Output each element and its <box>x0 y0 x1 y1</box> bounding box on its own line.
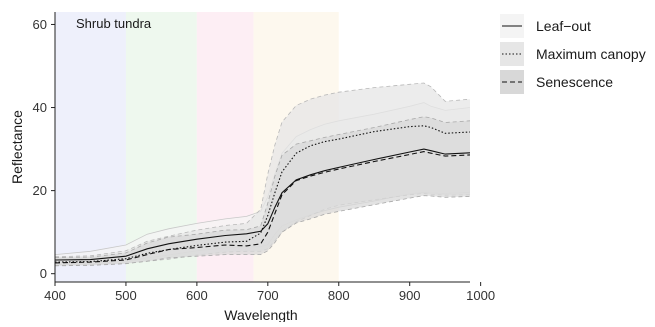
legend-label-1: Maximum canopy <box>536 46 646 62</box>
x-tick-label-1000: 1000 <box>466 288 495 303</box>
x-tick-label-800: 800 <box>328 288 350 303</box>
legend-label-0: Leaf−out <box>536 18 591 34</box>
y-tick-label-0: 0 <box>40 266 47 281</box>
series-line-0 <box>54 148 471 261</box>
x-tick-label-500: 500 <box>115 288 137 303</box>
ribbon-upper-edge-1 <box>54 82 471 258</box>
x-tick-label-600: 600 <box>186 288 208 303</box>
x-tick-label-700: 700 <box>257 288 279 303</box>
spectral-band-0 <box>55 12 126 282</box>
y-axis-title: Reflectance <box>9 110 25 184</box>
confidence-ribbons <box>54 82 471 267</box>
mean-lines <box>54 125 471 264</box>
y-tick-label-40: 40 <box>33 100 47 115</box>
legend-label-2: Senescence <box>536 74 613 90</box>
x-tick-label-900: 900 <box>399 288 421 303</box>
ribbon-upper-edge-2 <box>54 116 471 258</box>
axes: 400 500 600 700 800 900 1000 0 20 40 60 <box>33 12 495 303</box>
x-axis-title: Wavelength <box>224 307 297 322</box>
ribbon-2 <box>55 116 470 266</box>
panel-label: Shrub tundra <box>76 16 152 31</box>
y-tick-label-20: 20 <box>33 183 47 198</box>
series-line-2 <box>54 151 471 264</box>
legend: Leaf−out Maximum canopy Senescence <box>500 14 646 94</box>
series-line-1 <box>54 125 471 263</box>
y-tick-label-60: 60 <box>33 17 47 32</box>
ribbon-lower-edge-2 <box>54 195 471 267</box>
ribbon-1 <box>55 83 470 266</box>
x-tick-label-400: 400 <box>44 288 66 303</box>
